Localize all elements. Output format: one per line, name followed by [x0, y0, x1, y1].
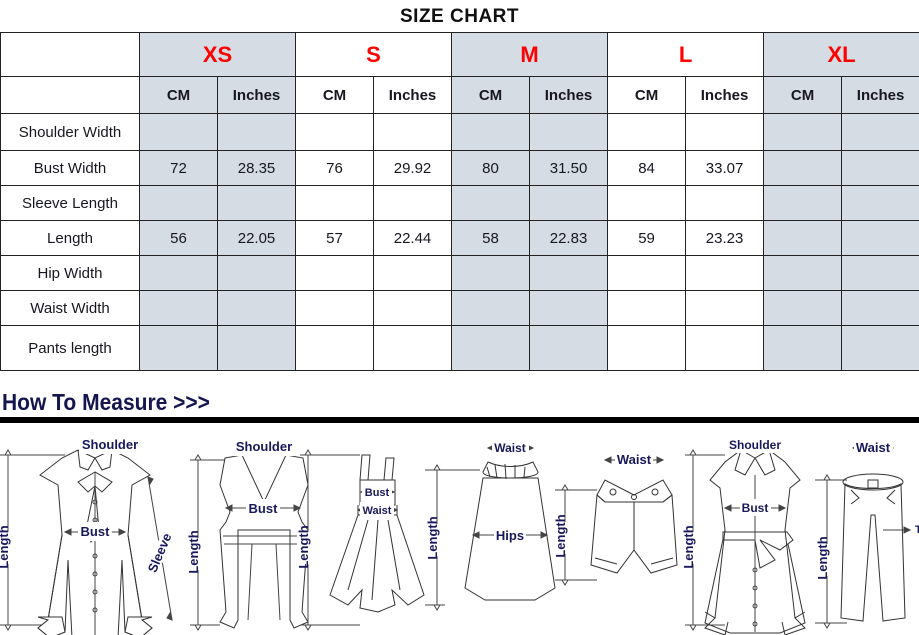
svg-text:Waist: Waist — [617, 452, 652, 467]
svg-text:Length: Length — [0, 525, 11, 568]
svg-text:Length: Length — [553, 514, 568, 557]
svg-text:Shoulder: Shoulder — [236, 439, 292, 454]
svg-text:Bust: Bust — [365, 487, 390, 499]
svg-text:Length: Length — [186, 530, 201, 573]
svg-text:Bust: Bust — [742, 501, 769, 515]
svg-text:Hips: Hips — [496, 528, 524, 543]
svg-text:Shoulder: Shoulder — [729, 438, 781, 452]
svg-text:Waist: Waist — [856, 440, 891, 455]
svg-text:Length: Length — [296, 525, 311, 568]
svg-text:Shoulder: Shoulder — [82, 437, 138, 452]
svg-text:Length: Length — [681, 525, 696, 568]
svg-text:Length: Length — [815, 536, 830, 579]
svg-text:Waist: Waist — [494, 441, 526, 455]
svg-text:Length: Length — [425, 516, 440, 559]
svg-text:Bust: Bust — [249, 501, 279, 516]
svg-text:Thigh: Thigh — [915, 524, 919, 536]
svg-text:Bust: Bust — [81, 524, 111, 539]
svg-text:Waist: Waist — [363, 505, 392, 517]
